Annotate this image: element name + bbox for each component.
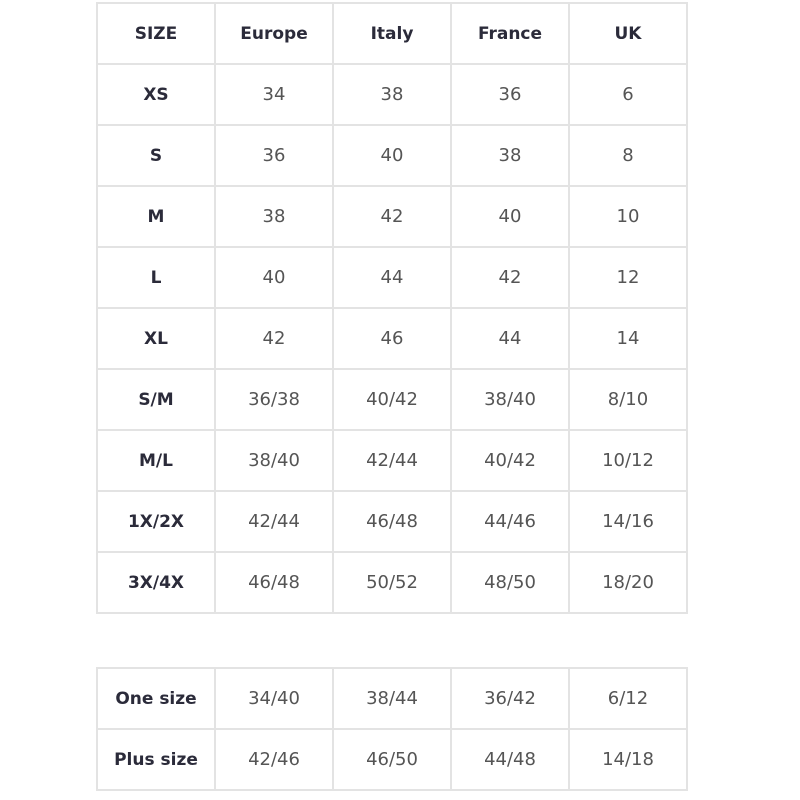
column-header: Europe bbox=[214, 2, 334, 65]
size-value-cell: 44/46 bbox=[450, 490, 570, 553]
size-value-cell: 34/40 bbox=[214, 667, 334, 730]
size-value-cell: 10/12 bbox=[568, 429, 688, 492]
size-value-cell: 14/16 bbox=[568, 490, 688, 553]
size-label-cell: L bbox=[96, 246, 216, 309]
size-value-cell: 48/50 bbox=[450, 551, 570, 614]
size-value-cell: 46/50 bbox=[332, 728, 452, 791]
size-value-cell: 46/48 bbox=[214, 551, 334, 614]
size-value-cell: 38/40 bbox=[214, 429, 334, 492]
table-row: M 38 42 40 10 bbox=[96, 185, 688, 248]
size-label-cell: Plus size bbox=[96, 728, 216, 791]
column-header: Italy bbox=[332, 2, 452, 65]
table-row: XL 42 46 44 14 bbox=[96, 307, 688, 370]
size-value-cell: 38/44 bbox=[332, 667, 452, 730]
special-size-table: One size 34/40 38/44 36/42 6/12 Plus size 42/4… bbox=[96, 667, 688, 791]
size-value-cell: 40 bbox=[214, 246, 334, 309]
table-row: 1X/2X 42/44 46/48 44/46 14/16 bbox=[96, 490, 688, 553]
size-label-cell: 3X/4X bbox=[96, 551, 216, 614]
size-value-cell: 8/10 bbox=[568, 368, 688, 431]
size-value-cell: 36/38 bbox=[214, 368, 334, 431]
size-value-cell: 34 bbox=[214, 63, 334, 126]
size-value-cell: 38/40 bbox=[450, 368, 570, 431]
size-value-cell: 42/44 bbox=[332, 429, 452, 492]
size-value-cell: 10 bbox=[568, 185, 688, 248]
size-value-cell: 18/20 bbox=[568, 551, 688, 614]
size-value-cell: 44 bbox=[332, 246, 452, 309]
size-value-cell: 12 bbox=[568, 246, 688, 309]
size-label-cell: 1X/2X bbox=[96, 490, 216, 553]
size-value-cell: 44/48 bbox=[450, 728, 570, 791]
size-label-cell: XS bbox=[96, 63, 216, 126]
size-value-cell: 42/46 bbox=[214, 728, 334, 791]
size-value-cell: 40/42 bbox=[332, 368, 452, 431]
size-value-cell: 14/18 bbox=[568, 728, 688, 791]
size-value-cell: 46/48 bbox=[332, 490, 452, 553]
size-label-cell: One size bbox=[96, 667, 216, 730]
size-value-cell: 42 bbox=[332, 185, 452, 248]
size-value-cell: 36/42 bbox=[450, 667, 570, 730]
table-row: XS 34 38 36 6 bbox=[96, 63, 688, 126]
table-row: S/M 36/38 40/42 38/40 8/10 bbox=[96, 368, 688, 431]
size-value-cell: 42/44 bbox=[214, 490, 334, 553]
size-chart-table: SIZE Europe Italy France UK XS 34 38 36 6 S 36 40 38 8… bbox=[96, 2, 688, 614]
size-value-cell: 6/12 bbox=[568, 667, 688, 730]
size-value-cell: 40/42 bbox=[450, 429, 570, 492]
table-row: 3X/4X 46/48 50/52 48/50 18/20 bbox=[96, 551, 688, 614]
size-value-cell: 40 bbox=[450, 185, 570, 248]
size-value-cell: 8 bbox=[568, 124, 688, 187]
size-value-cell: 40 bbox=[332, 124, 452, 187]
size-value-cell: 44 bbox=[450, 307, 570, 370]
size-value-cell: 46 bbox=[332, 307, 452, 370]
size-value-cell: 50/52 bbox=[332, 551, 452, 614]
size-label-cell: XL bbox=[96, 307, 216, 370]
header-row: SIZE Europe Italy France UK bbox=[96, 2, 688, 65]
column-header: SIZE bbox=[96, 2, 216, 65]
size-label-cell: S/M bbox=[96, 368, 216, 431]
size-value-cell: 14 bbox=[568, 307, 688, 370]
size-value-cell: 42 bbox=[214, 307, 334, 370]
size-value-cell: 38 bbox=[450, 124, 570, 187]
size-label-cell: S bbox=[96, 124, 216, 187]
table-row: S 36 40 38 8 bbox=[96, 124, 688, 187]
table-row: One size 34/40 38/44 36/42 6/12 bbox=[96, 667, 688, 730]
size-value-cell: 42 bbox=[450, 246, 570, 309]
size-value-cell: 36 bbox=[450, 63, 570, 126]
table-row: Plus size 42/46 46/50 44/48 14/18 bbox=[96, 728, 688, 791]
size-value-cell: 38 bbox=[332, 63, 452, 126]
table-row: M/L 38/40 42/44 40/42 10/12 bbox=[96, 429, 688, 492]
size-value-cell: 6 bbox=[568, 63, 688, 126]
size-value-cell: 38 bbox=[214, 185, 334, 248]
table-row: L 40 44 42 12 bbox=[96, 246, 688, 309]
size-label-cell: M bbox=[96, 185, 216, 248]
column-header: France bbox=[450, 2, 570, 65]
size-value-cell: 36 bbox=[214, 124, 334, 187]
size-label-cell: M/L bbox=[96, 429, 216, 492]
column-header: UK bbox=[568, 2, 688, 65]
